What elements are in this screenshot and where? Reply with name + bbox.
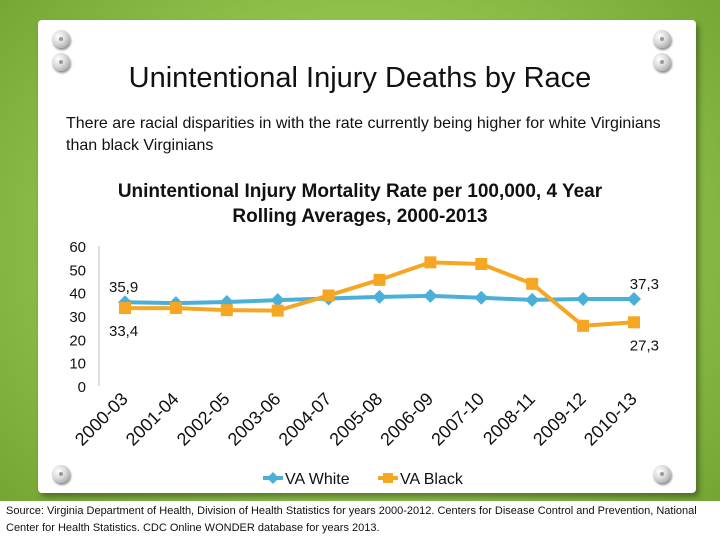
x-tick-label: 2004-07 [275,389,336,450]
y-tick-label: 50 [69,262,86,279]
source-note: Source: Virginia Department of Health, D… [0,501,720,540]
pushpin-icon [52,465,70,483]
data-point [526,277,539,290]
slide-subtitle: There are racial disparities in with the… [66,115,661,154]
data-point [220,304,233,317]
data-point [169,302,182,315]
slide-title: Unintentional Injury Deaths by Race [128,62,592,94]
x-tick-label: 2003-06 [224,389,285,450]
data-point [424,256,437,269]
x-tick-label: 2001-04 [122,389,183,450]
x-tick-label: 2005-08 [325,389,386,450]
data-point [372,289,387,304]
data-label: 37,3 [630,276,659,293]
legend-label: VA Black [400,471,464,488]
data-point [270,293,285,308]
legend-marker [267,472,279,484]
pushpin-icon [52,53,70,71]
data-label: 35,9 [109,279,138,296]
pushpin-icon [653,465,671,483]
x-tick-label: 2010-13 [580,389,641,450]
y-tick-label: 20 [69,332,86,349]
y-tick-label: 30 [69,309,86,326]
data-point [576,291,591,306]
data-point [627,291,641,306]
data-label: 33,4 [109,323,138,340]
chart-title: Unintentional Injury Mortality Rate per … [117,181,603,227]
y-tick-label: 10 [69,356,86,373]
legend-marker [383,473,393,483]
pushpin-icon [653,30,671,48]
x-tick-label: 2009-12 [529,389,590,450]
data-point [474,290,489,305]
legend-label: VA White [285,471,350,488]
x-tick-label: 2007-10 [427,389,488,450]
x-tick-label: 2008-11 [479,389,539,449]
data-point [475,257,488,270]
x-tick-label: 2000-03 [71,389,132,450]
pushpin-icon [52,30,70,48]
data-point [423,288,438,303]
data-point [119,302,131,315]
data-point [373,273,386,286]
y-tick-label: 60 [69,239,86,256]
line-chart: 0 10 20 30 40 50 60 2000-032001-042002-052003-0… [69,239,659,488]
slide-card [38,20,696,493]
pushpin-icon [653,53,671,71]
y-tick-label: 40 [69,286,86,303]
data-point [628,316,640,329]
y-tick-label: 0 [78,379,86,396]
data-point [577,319,590,332]
data-point [525,292,540,307]
data-label: 27,3 [630,337,659,354]
data-point [271,304,284,317]
data-point [322,289,335,302]
x-tick-label: 2006-09 [376,389,437,450]
x-tick-label: 2002-05 [173,389,234,450]
